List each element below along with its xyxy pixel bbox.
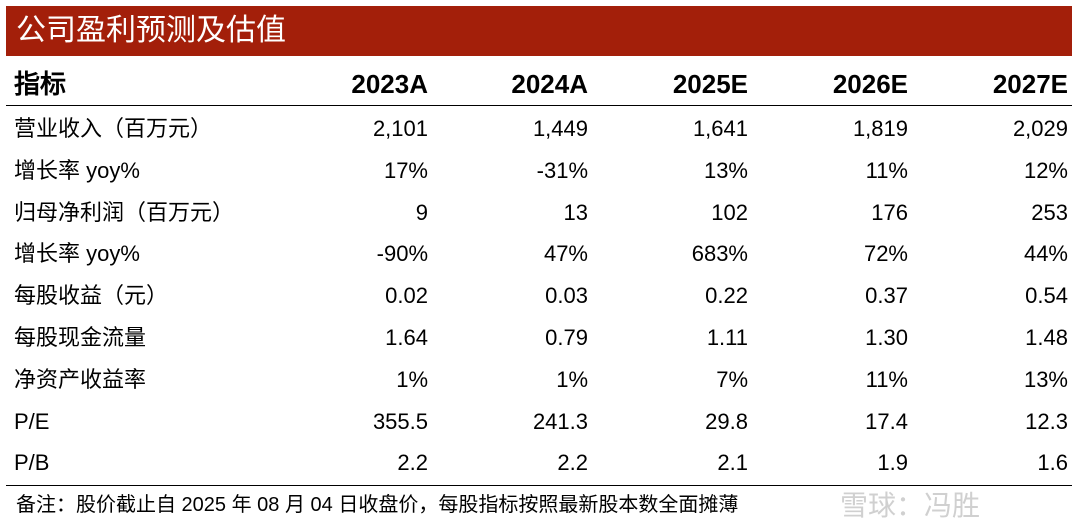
header-year: 2023A [351,69,428,99]
table-title: 公司盈利预测及估值 [6,6,1072,56]
table-cell: 7% [716,366,748,392]
table-cell: 0.54 [1025,283,1068,309]
row-label: 每股现金流量 [14,324,147,350]
row-label: 净资产收益率 [14,366,147,392]
table-cell: 1,819 [852,116,908,141]
table-cell: 0.37 [865,283,908,309]
table-cell: 1.30 [865,324,908,350]
table-row: 每股现金流量 1.64 0.79 1.11 1.30 1.48 [6,317,1072,359]
table-cell: 9 [415,199,428,225]
table-cell: 1.64 [385,324,428,350]
table-cell: 0.22 [705,283,748,309]
table-cell: -31% [536,157,588,183]
table-cell: 1.48 [1025,324,1068,350]
header-year: 2026E [832,69,908,99]
watermark: 雪球：冯胜 [840,490,981,521]
header-year: 2025E [672,69,748,99]
table-row: 净资产收益率 1% 1% 7% 11% 13% [6,359,1072,401]
footnote-divider [6,485,1072,486]
table-cell: 44% [1023,241,1068,267]
table-cell: 2,101 [372,116,428,141]
table-cell: 11% [865,366,908,392]
table-cell: 1.11 [706,324,748,350]
table-cell: 29.8 [705,408,748,434]
table-row: 归母净利润（百万元） 9 13 102 176 253 [6,192,1072,234]
table-row: 增长率 yoy% -90% 47% 683% 72% 44% [6,233,1072,275]
table-cell: 13 [563,199,588,225]
table-body: 营业收入（百万元） 2,101 1,449 1,641 1,819 2,029 … [6,108,1072,484]
footnote-text: 备注：股价截止自 2025 年 08 月 04 日收盘价，每股指标按照最新股本数… [16,494,739,516]
table-cell: 12% [1023,157,1068,183]
row-label: 增长率 yoy% [14,157,140,183]
table-cell: 1.6 [1037,450,1068,476]
table-cell: 355.5 [372,408,428,434]
row-label: P/B [14,450,50,476]
table-cell: 2.2 [557,450,588,476]
table-row: P/E 355.5 241.3 29.8 17.4 12.3 [6,401,1072,443]
table-cell: -90% [376,241,428,267]
header-year: 2027E [992,69,1068,99]
table-row: P/B 2.2 2.2 2.1 1.9 1.6 [6,442,1072,484]
row-label: 每股收益（元） [14,283,169,309]
table-cell: 683% [691,241,748,267]
table-header-row: 指标 2023A 2024A 2025E 2026E 2027E [6,62,1072,106]
table-row: 营业收入（百万元） 2,101 1,449 1,641 1,819 2,029 [6,108,1072,150]
table-cell: 72% [863,241,908,267]
row-label: 归母净利润（百万元） [14,199,235,225]
table-cell: 0.02 [385,283,428,309]
row-label: 增长率 yoy% [14,241,140,267]
table-cell: 0.79 [545,324,588,350]
table-row: 增长率 yoy% 17% -31% 13% 11% 12% [6,150,1072,192]
table-cell: 2.2 [397,450,428,476]
row-label: 营业收入（百万元） [14,116,213,141]
table-cell: 47% [543,241,588,267]
table-cell: 176 [871,199,908,225]
table-cell: 12.3 [1025,408,1068,434]
table-row: 每股收益（元） 0.02 0.03 0.22 0.37 0.54 [6,275,1072,317]
header-year: 2024A [511,69,588,99]
table-cell: 11% [865,157,908,183]
table-cell: 13% [1023,366,1068,392]
table-cell: 253 [1031,199,1068,225]
table-cell: 1,641 [692,116,748,141]
table-cell: 13% [703,157,748,183]
header-label: 指标 [14,69,67,99]
row-label: P/E [14,408,50,434]
table-cell: 17% [383,157,428,183]
table-cell: 102 [711,199,748,225]
table-cell: 1% [396,366,428,392]
table-cell: 1% [556,366,588,392]
table-cell: 17.4 [865,408,908,434]
table-cell: 0.03 [545,283,588,309]
table-cell: 1.9 [877,450,908,476]
table-cell: 2.1 [717,450,748,476]
table-cell: 2,029 [1012,116,1068,141]
table-cell: 241.3 [532,408,588,434]
table-cell: 1,449 [532,116,588,141]
